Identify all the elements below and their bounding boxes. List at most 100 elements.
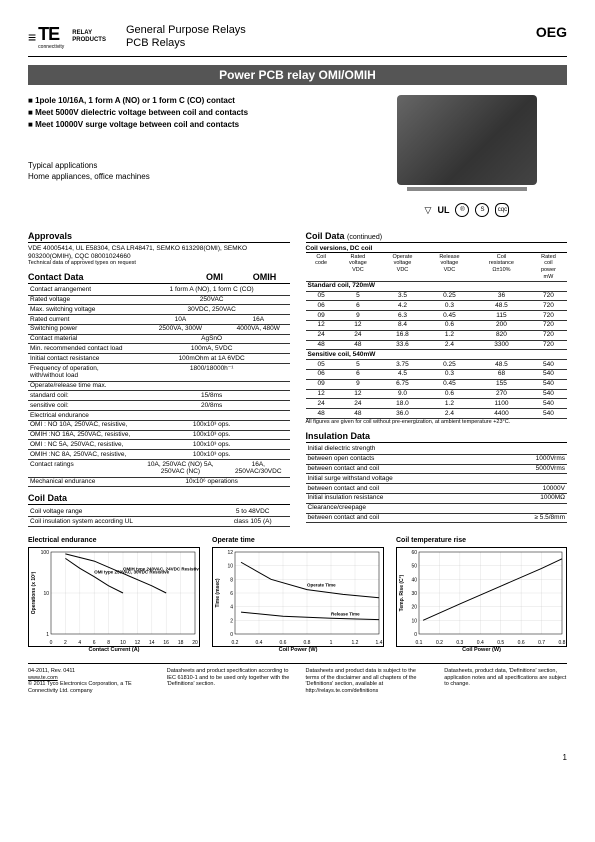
svg-text:1.2: 1.2: [352, 640, 359, 646]
svg-text:0.3: 0.3: [456, 640, 463, 646]
svg-text:0.8: 0.8: [304, 640, 311, 646]
svg-text:0.6: 0.6: [280, 640, 287, 646]
svg-text:40: 40: [411, 577, 417, 583]
svg-text:0.1: 0.1: [416, 640, 423, 646]
contact-data-table: Contact arrangement1 form A (NO), 1 form…: [28, 286, 290, 488]
page-number: 1: [563, 753, 567, 762]
approvals-note: Technical data of approved types on requ…: [28, 260, 290, 266]
coil-note: All figures are given for coil without p…: [306, 419, 568, 425]
page-header: ≡ TE connectivity RELAY PRODUCTS General…: [28, 24, 567, 57]
svg-text:10: 10: [411, 618, 417, 624]
contact-data-title: Contact Data OMI OMIH: [28, 272, 290, 284]
s-icon: S: [475, 203, 489, 217]
svg-text:0.8: 0.8: [559, 640, 566, 646]
svg-text:8: 8: [230, 577, 233, 583]
svg-text:Temp. Rise (C°): Temp. Rise (C°): [399, 574, 405, 611]
chart2-title: Operate time: [212, 537, 384, 544]
te-logo: ≡ TE connectivity RELAY PRODUCTS: [28, 24, 106, 50]
header-title1: General Purpose Relays: [126, 24, 516, 37]
svg-text:0: 0: [230, 632, 233, 638]
feature: 1pole 10/16A, 1 form A (NO) or 1 form C …: [28, 95, 347, 107]
chart3-box: 0.10.20.30.40.50.60.70.80102030405060Tem…: [396, 547, 567, 647]
logo-sub: connectivity: [38, 45, 64, 50]
features-block: 1pole 10/16A, 1 form A (NO) or 1 form C …: [28, 95, 347, 217]
chart1-box: 02468101214161820110100OMIH type 240VAC,…: [28, 547, 200, 647]
col-omih: OMIH: [240, 272, 290, 282]
relay-photo: [397, 95, 537, 185]
insulation-table: Initial dielectric strength between open…: [306, 445, 568, 523]
right-column: Coil Data (continued) Coil versions, DC …: [306, 225, 568, 527]
svg-text:0: 0: [50, 640, 53, 646]
footer: 04-2011, Rev. 0411 www.te.com © 2011 Tyc…: [28, 663, 567, 694]
svg-text:2: 2: [230, 618, 233, 624]
svg-text:10: 10: [227, 564, 233, 570]
svg-text:1: 1: [46, 632, 49, 638]
col-omi: OMI: [190, 272, 240, 282]
svg-text:Release Time: Release Time: [331, 611, 360, 616]
logo-relay2: PRODUCTS: [72, 37, 106, 44]
feature: Meet 10000V surge voltage between coil a…: [28, 119, 347, 131]
coil-data-title: Coil Data: [28, 493, 290, 505]
svg-text:14: 14: [149, 640, 155, 646]
svg-text:4: 4: [78, 640, 81, 646]
svg-text:50: 50: [411, 564, 417, 570]
coil-cont-sub: (continued): [347, 234, 382, 241]
svg-text:8: 8: [107, 640, 110, 646]
svg-text:18: 18: [178, 640, 184, 646]
chart-operate: Operate time 0.20.40.60.811.21.402468101…: [212, 537, 384, 653]
typical-text: Home appliances, office machines: [28, 172, 347, 182]
svg-text:0.2: 0.2: [436, 640, 443, 646]
charts-row: Electrical endurance 0246810121416182011…: [28, 537, 567, 653]
chart-endurance: Electrical endurance 0246810121416182011…: [28, 537, 200, 653]
header-title: General Purpose Relays PCB Relays: [126, 24, 516, 50]
coil-cont-title: Coil Data (continued): [306, 231, 568, 243]
ul-icon: UL: [437, 205, 449, 215]
svg-text:100: 100: [41, 550, 50, 556]
brand: OEG: [536, 24, 567, 40]
svg-text:Operations (x 10³): Operations (x 10³): [31, 571, 37, 614]
chart1-title: Electrical endurance: [28, 537, 200, 544]
svg-text:10: 10: [120, 640, 126, 646]
svg-text:Time (msec): Time (msec): [215, 578, 221, 607]
svg-text:OMI type 250VAC, 30VDC Resisti: OMI type 250VAC, 30VDC Resistive: [94, 570, 169, 575]
svg-text:10: 10: [43, 591, 49, 597]
svg-text:20: 20: [192, 640, 198, 646]
svg-text:60: 60: [411, 550, 417, 556]
cert-marks: ▽ UL ® S cqc: [425, 203, 510, 217]
coil-versions-table: CoilcodeRatedvoltageVDCOperatevoltageVDC…: [306, 253, 568, 419]
approvals-title: Approvals: [28, 231, 290, 243]
svg-text:0.4: 0.4: [256, 640, 263, 646]
footer-r1: Datasheets and product data is subject t…: [306, 668, 429, 694]
logo-bars: ≡: [28, 29, 34, 45]
footer-copyright: © 2011 Tyco Electronics Corporation, a T…: [28, 681, 151, 694]
svg-text:Operate Time: Operate Time: [307, 583, 336, 588]
footer-r2: Datasheets, product data, 'Definitions' …: [444, 668, 567, 694]
product-photo-area: ▽ UL ® S cqc: [367, 95, 567, 217]
footer-left: 04-2011, Rev. 0411 www.te.com © 2011 Tyc…: [28, 668, 151, 694]
typical-apps: Typical applications Home appliances, of…: [28, 161, 347, 182]
svg-text:0.6: 0.6: [518, 640, 525, 646]
coil-cont-title-text: Coil Data: [306, 231, 345, 241]
svg-text:0.4: 0.4: [477, 640, 484, 646]
vde-icon: ▽: [425, 205, 432, 216]
chart-temprise: Coil temperature rise 0.10.20.30.40.50.6…: [396, 537, 567, 653]
logo-relay1: RELAY: [72, 30, 106, 37]
svg-text:12: 12: [227, 550, 233, 556]
svg-text:6: 6: [230, 591, 233, 597]
svg-text:0: 0: [414, 632, 417, 638]
product-title: Power PCB relay OMI/OMIH: [28, 65, 567, 85]
footer-mid: Datasheets and product specification acc…: [167, 668, 290, 694]
typical-label: Typical applications: [28, 161, 347, 171]
features-list: 1pole 10/16A, 1 form A (NO) or 1 form C …: [28, 95, 347, 131]
header-title2: PCB Relays: [126, 37, 516, 50]
cqc-icon: cqc: [495, 203, 509, 217]
logo-main: TE: [38, 24, 64, 45]
svg-text:0.5: 0.5: [497, 640, 504, 646]
svg-text:2: 2: [64, 640, 67, 646]
svg-text:6: 6: [93, 640, 96, 646]
svg-text:1: 1: [330, 640, 333, 646]
contact-data-title-text: Contact Data: [28, 272, 84, 282]
main-columns: Approvals VDE 40005414, UL E58304, CSA L…: [28, 225, 567, 527]
svg-text:0.7: 0.7: [538, 640, 545, 646]
svg-text:30: 30: [411, 591, 417, 597]
